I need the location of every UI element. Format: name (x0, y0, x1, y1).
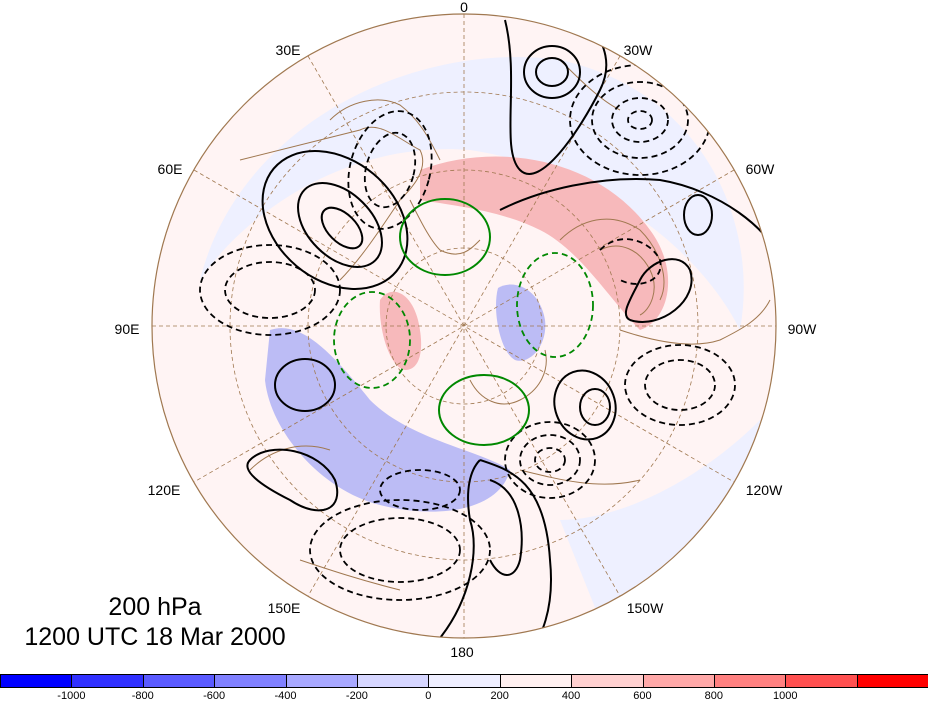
caption-time: 1200 UTC 18 Mar 2000 (24, 623, 286, 651)
shading-negative-asia (265, 328, 510, 512)
colorbar-segment (499, 674, 573, 688)
colorbar-segment (0, 674, 73, 688)
caption-level: 200 hPa (108, 593, 202, 621)
lon-label-120w: 120W (745, 482, 783, 498)
colorbar-tick-label: -400 (274, 690, 297, 702)
colorbar-segment (142, 674, 216, 688)
colorbar-tick-label: 600 (633, 690, 652, 702)
colorbar (0, 674, 928, 690)
colorbar-segment (785, 674, 858, 688)
colorbar-tick-label: 0 (425, 690, 432, 702)
lon-label-90w: 90W (787, 321, 817, 337)
colorbar-segment (285, 674, 358, 688)
shading-positive-atlantic (420, 156, 669, 330)
colorbar-tick-label: -600 (203, 690, 226, 702)
colorbar-tick-label: -200 (345, 690, 368, 702)
green-contours (399, 198, 530, 446)
lon-label-60w: 60W (745, 161, 775, 177)
green-dashed-contours (333, 252, 594, 389)
lon-label-180: 180 (450, 644, 474, 660)
lon-label-30w: 30W (623, 42, 653, 58)
colorbar-segment (71, 674, 144, 688)
lon-label-150e: 150E (267, 600, 301, 616)
lon-label-0: 0 (460, 0, 468, 15)
colorbar-segment (713, 674, 787, 688)
colorbar-tick-label: -1000 (57, 690, 86, 702)
map-border (151, 13, 777, 639)
lon-label-90e: 90E (114, 321, 140, 337)
lon-label-150w: 150W (626, 600, 664, 616)
positive-contours (246, 19, 776, 638)
colorbar-segment (214, 674, 287, 688)
polar-map (151, 13, 777, 639)
coastlines (239, 59, 771, 591)
colorbar-tick-label: -800 (131, 690, 154, 702)
lon-label-30e: 30E (275, 42, 301, 58)
colorbar-tick-label: 200 (490, 690, 509, 702)
map-disk (152, 14, 776, 638)
colorbar-tick-label: 800 (704, 690, 724, 702)
shading-light-blue-north (200, 56, 744, 331)
colorbar-segment (642, 674, 715, 688)
colorbar-segment (428, 674, 501, 688)
shading-negative-arctic (495, 284, 546, 361)
colorbar-tick-label: 400 (561, 690, 581, 702)
lon-label-60e: 60E (157, 161, 183, 177)
colorbar-segment (856, 674, 928, 688)
lon-label-120e: 120E (147, 482, 181, 498)
colorbar-segment (571, 674, 644, 688)
colorbar-segment (356, 674, 430, 688)
colorbar-tick-label: 1000 (772, 690, 798, 702)
shading-light-blue-pacific (560, 420, 776, 620)
